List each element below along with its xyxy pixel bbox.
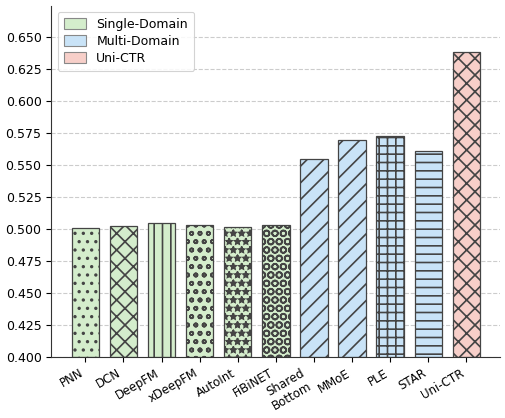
Bar bbox=[72, 228, 99, 357]
Bar bbox=[262, 224, 289, 357]
Bar bbox=[110, 226, 137, 357]
Bar bbox=[338, 140, 365, 357]
Bar bbox=[376, 136, 403, 357]
Bar bbox=[414, 150, 441, 357]
Bar bbox=[224, 227, 251, 357]
Bar bbox=[147, 223, 175, 357]
Legend: Single-Domain, Multi-Domain, Uni-CTR: Single-Domain, Multi-Domain, Uni-CTR bbox=[58, 12, 194, 71]
Bar bbox=[451, 52, 479, 357]
Bar bbox=[186, 224, 213, 357]
Bar bbox=[299, 159, 327, 357]
